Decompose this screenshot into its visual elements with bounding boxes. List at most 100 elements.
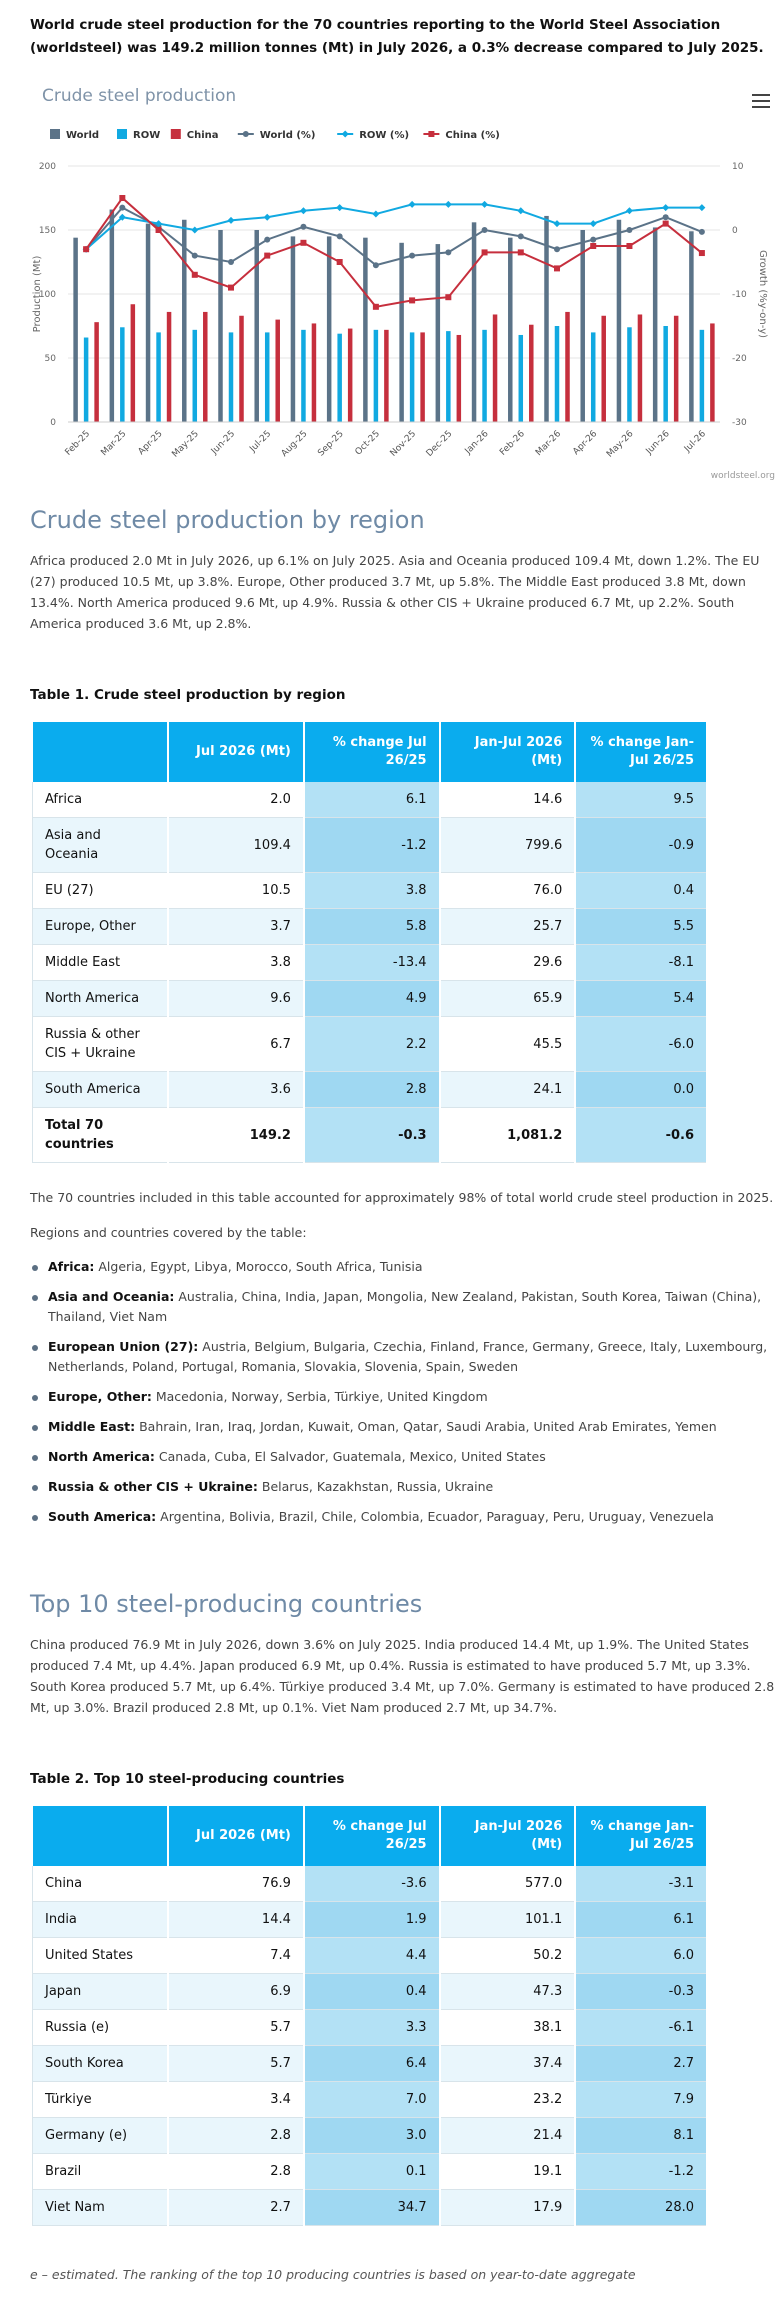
- country-row-label: Germany (e): [32, 2117, 170, 2154]
- y2-tick-label: -10: [732, 290, 747, 300]
- region-countries: Canada, Cuba, El Salvador, Guatemala, Me…: [154, 1449, 546, 1464]
- chart-title: Crude steel production: [42, 86, 237, 106]
- legend-row-label: ROW: [133, 130, 160, 141]
- bar-world-jun-25: [218, 230, 223, 422]
- bar-china-may-25: [203, 311, 208, 422]
- country-row-label: India: [32, 1901, 170, 1938]
- country-header: Jan-Jul 2026 (Mt): [439, 1806, 577, 1866]
- point-world-jul-25: [264, 236, 271, 243]
- bar-china-sep-25: [347, 328, 353, 422]
- point-world-jan-26: [481, 227, 488, 233]
- bar-row-jul-25: [264, 332, 270, 422]
- region-row-label: Europe, Other: [32, 908, 170, 945]
- point-china-feb-25: [83, 246, 90, 253]
- country-cell: 38.1: [439, 2009, 577, 2046]
- x-tick-label: Mar-25: [99, 429, 128, 458]
- hamburger-menu-icon[interactable]: [752, 94, 770, 108]
- country-cell: 8.1: [575, 2117, 708, 2154]
- x-tick-label: May-26: [605, 429, 636, 460]
- country-row-label: Viet Nam: [32, 2189, 170, 2226]
- country-cell: 0.1: [303, 2153, 441, 2190]
- country-row-label: Brazil: [32, 2153, 170, 2190]
- point-china-apr-25: [155, 227, 162, 233]
- line-world: [85, 206, 703, 267]
- coverage-intro: Regions and countries covered by the tab…: [30, 1225, 307, 1240]
- country-cell: 2.8: [168, 2153, 305, 2190]
- point-world-nov-25: [409, 252, 416, 259]
- legend-world-marker: [242, 131, 249, 137]
- bar-china-apr-25: [166, 311, 172, 422]
- country-header: Jul 2026 (Mt): [168, 1806, 305, 1866]
- table-row: Asia and Oceania 109.4 -1.2 799.6 -0.9: [32, 817, 708, 873]
- country-cell: 23.2: [439, 2081, 577, 2118]
- y-tick-label: 50: [45, 354, 57, 364]
- region-countries: Algeria, Egypt, Libya, Morocco, South Af…: [94, 1259, 423, 1274]
- point-china-may-26: [626, 243, 633, 249]
- region-name: Middle East:: [48, 1419, 136, 1434]
- table-row: South Korea 5.7 6.4 37.4 2.7: [32, 2045, 708, 2082]
- intro-text: World crude steel production for the 70 …: [30, 17, 764, 56]
- legend-world-label: World: [66, 130, 99, 141]
- country-cell: 34.7: [303, 2189, 441, 2226]
- point-row-jun-25: [227, 216, 235, 224]
- region-cell: 6.7: [168, 1016, 305, 1072]
- list-item: Middle East: Bahrain, Iran, Iraq, Jordan…: [30, 1417, 782, 1437]
- region-name: Europe, Other:: [48, 1389, 152, 1404]
- country-row-label: South Korea: [32, 2045, 170, 2082]
- bar-world-oct-25: [363, 237, 368, 422]
- bar-row-may-26: [627, 327, 632, 422]
- point-row-apr-26: [589, 220, 597, 228]
- country-row-label: Japan: [32, 1973, 170, 2010]
- region-name: South America:: [48, 1509, 157, 1524]
- bar-world-may-26: [616, 219, 622, 422]
- table-row: Japan 6.9 0.4 47.3 -0.3: [32, 1973, 708, 2010]
- point-row-sep-25: [336, 204, 344, 212]
- point-row-aug-25: [299, 207, 307, 215]
- region-cell: -1.2: [303, 817, 441, 873]
- region-list: Africa: Algeria, Egypt, Libya, Morocco, …: [30, 1257, 782, 1537]
- bar-world-mar-25: [109, 209, 115, 422]
- country-cell: 2.8: [168, 2117, 305, 2154]
- bar-china-apr-26: [601, 315, 606, 422]
- bar-row-aug-25: [301, 329, 306, 422]
- point-world-mar-26: [554, 246, 560, 253]
- country-cell: 76.9: [168, 1866, 305, 1902]
- region-cell: 10.5: [168, 872, 305, 909]
- bar-row-apr-25: [156, 332, 161, 422]
- bar-china-nov-25: [420, 332, 425, 422]
- legend-china-label: China (%): [445, 130, 499, 141]
- point-china-jul-25: [264, 252, 271, 259]
- region-table: Jul 2026 (Mt)% change Jul 26/25 Jan-Jul 2…: [32, 722, 708, 1163]
- region-countries: Australia, China, India, Japan, Mongolia…: [48, 1289, 762, 1324]
- table-row: Viet Nam 2.7 34.7 17.9 28.0: [32, 2189, 708, 2226]
- table-row: Russia (e) 5.7 3.3 38.1 -6.1: [32, 2009, 708, 2046]
- country-cell: 577.0: [439, 1866, 577, 1902]
- region-countries: Macedonia, Norway, Serbia, Türkiye, Unit…: [151, 1389, 488, 1404]
- x-tick-label: Apr-26: [571, 429, 599, 457]
- point-row-jan-26: [481, 200, 489, 208]
- region-cell: 3.6: [168, 1071, 305, 1108]
- country-row-label: Türkiye: [32, 2081, 170, 2118]
- y2-axis-label: Growth (%y-on-y): [757, 250, 768, 338]
- point-world-jun-25: [228, 259, 234, 265]
- list-item: North America: Canada, Cuba, El Salvador…: [30, 1447, 782, 1467]
- point-china-may-25: [191, 271, 198, 278]
- region-cell: 5.8: [303, 908, 441, 945]
- table-row: Russia & other CIS + Ukraine 6.7 2.2 45.5 -6…: [32, 1016, 708, 1072]
- legend-china-swatch: [170, 129, 181, 139]
- point-china-jul-26: [698, 250, 705, 257]
- region-cell: 2.0: [168, 782, 305, 818]
- region-cell: 45.5: [439, 1016, 577, 1072]
- bar-china-jul-25: [275, 319, 280, 422]
- legend-world-label: World (%): [260, 130, 316, 141]
- point-row-feb-26: [517, 207, 525, 215]
- y2-tick-label: -20: [732, 354, 747, 364]
- point-world-sep-25: [336, 233, 343, 240]
- region-header: Jan-Jul 2026 (Mt): [439, 722, 577, 782]
- region-cell: 1,081.2: [439, 1107, 577, 1163]
- bar-china-jun-25: [239, 315, 244, 422]
- x-tick-label: Apr-25: [137, 429, 165, 457]
- point-world-oct-25: [372, 262, 379, 269]
- list-item: Asia and Oceania: Australia, China, Indi…: [30, 1287, 782, 1327]
- region-cell: 14.6: [439, 782, 577, 818]
